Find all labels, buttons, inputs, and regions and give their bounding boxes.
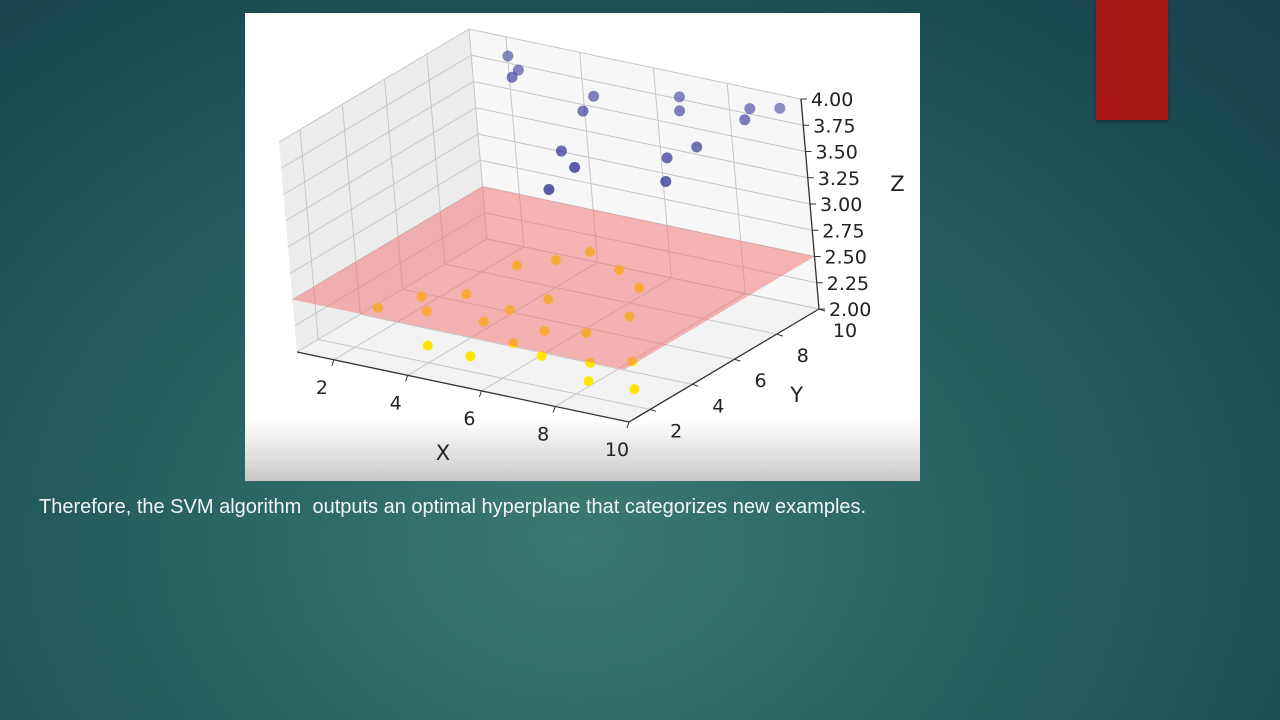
x-tick-mark — [478, 390, 482, 398]
z-tick-label: 2.25 — [827, 273, 869, 295]
z-tick-label: 3.50 — [816, 142, 858, 164]
y-tick-mark — [734, 358, 741, 362]
y-axis-line — [628, 308, 820, 423]
y-tick-label: 10 — [833, 320, 857, 342]
z-tick-label: 2.00 — [829, 299, 871, 321]
z-tick-label: 2.50 — [825, 247, 867, 269]
grid-line-floor-y — [360, 313, 693, 385]
grid-line-floor-y — [318, 338, 651, 410]
class-high-point — [569, 161, 581, 173]
accent-bar — [1096, 0, 1168, 120]
x-tick-label: 4 — [390, 392, 402, 414]
class-high-point — [674, 105, 686, 117]
slide-caption: Therefore, the SVM algorithm outputs an … — [39, 496, 867, 518]
z-axis-label: Z — [890, 172, 904, 196]
y-tick-label: 6 — [755, 370, 767, 392]
grid-line-back-z — [475, 107, 808, 179]
z-tick-label: 4.00 — [811, 89, 853, 111]
class-high-point — [502, 50, 514, 62]
svm-3d-plot: 2 4 6 8 10 X 2 4 6 8 10 Y 4.00 3.75 3.50 3.25 3.00 2.75 2.… — [245, 13, 920, 481]
z-tick-label: 3.75 — [813, 115, 855, 137]
x-tick-label: 2 — [316, 377, 328, 399]
grid-line-back-z — [468, 28, 802, 100]
class-high-point — [739, 114, 751, 126]
grid-line-back-z — [477, 133, 811, 205]
class-low-point — [465, 351, 476, 362]
y-tick-label: 2 — [670, 420, 682, 442]
x-tick-label: 10 — [605, 439, 629, 461]
class-high-point — [577, 105, 589, 117]
class-high-point — [512, 64, 524, 76]
z-tick-label: 3.25 — [818, 168, 860, 190]
x-tick-label: 8 — [537, 423, 549, 445]
grid-line-left-z — [278, 28, 470, 143]
x-tick-mark — [331, 359, 335, 366]
grid-line-back-z — [480, 159, 813, 231]
class-high-point — [506, 71, 518, 83]
y-tick-label: 4 — [712, 395, 724, 417]
scatter3d-svg: 2 4 6 8 10 X 2 4 6 8 10 Y 4.00 3.75 3.50 3.25 3.00 2.75 2.… — [278, 28, 905, 465]
grid-line-left-z — [289, 159, 481, 274]
y-tick-label: 8 — [797, 345, 809, 367]
x-axis-label: X — [436, 441, 450, 465]
x-axis-line — [296, 351, 630, 423]
class-high-point — [744, 103, 756, 115]
z-tick-label: 2.75 — [822, 220, 864, 242]
z-tick-label: 3.00 — [820, 194, 862, 216]
class-high-point — [660, 176, 672, 188]
y-tick-mark — [692, 383, 699, 387]
class-high-point — [691, 141, 703, 153]
x-tick-label: 6 — [463, 408, 475, 430]
grid-line-back-z — [473, 81, 806, 152]
y-tick-mark — [776, 333, 783, 337]
class-high-point — [543, 183, 555, 195]
x-tick-mark — [405, 375, 409, 382]
class-high-point — [555, 145, 567, 157]
class-low-point — [536, 350, 547, 361]
class-low-point — [629, 384, 640, 395]
class-high-point — [588, 90, 600, 102]
class-low-point — [583, 376, 594, 387]
grid-line-left-z — [287, 133, 479, 248]
hyperplane — [292, 186, 815, 370]
grid-line-left-z — [280, 54, 472, 169]
grid-line-left-z — [283, 81, 474, 195]
class-low-point — [422, 340, 433, 351]
class-high-point — [673, 91, 685, 103]
x-tick-mark — [552, 406, 556, 413]
grid-line-left-z — [285, 107, 477, 222]
y-axis-label: Y — [789, 383, 803, 407]
y-tick-mark — [649, 408, 657, 412]
x-tick-mark — [626, 421, 630, 429]
class-high-point — [661, 152, 673, 164]
class-high-point — [774, 102, 786, 114]
